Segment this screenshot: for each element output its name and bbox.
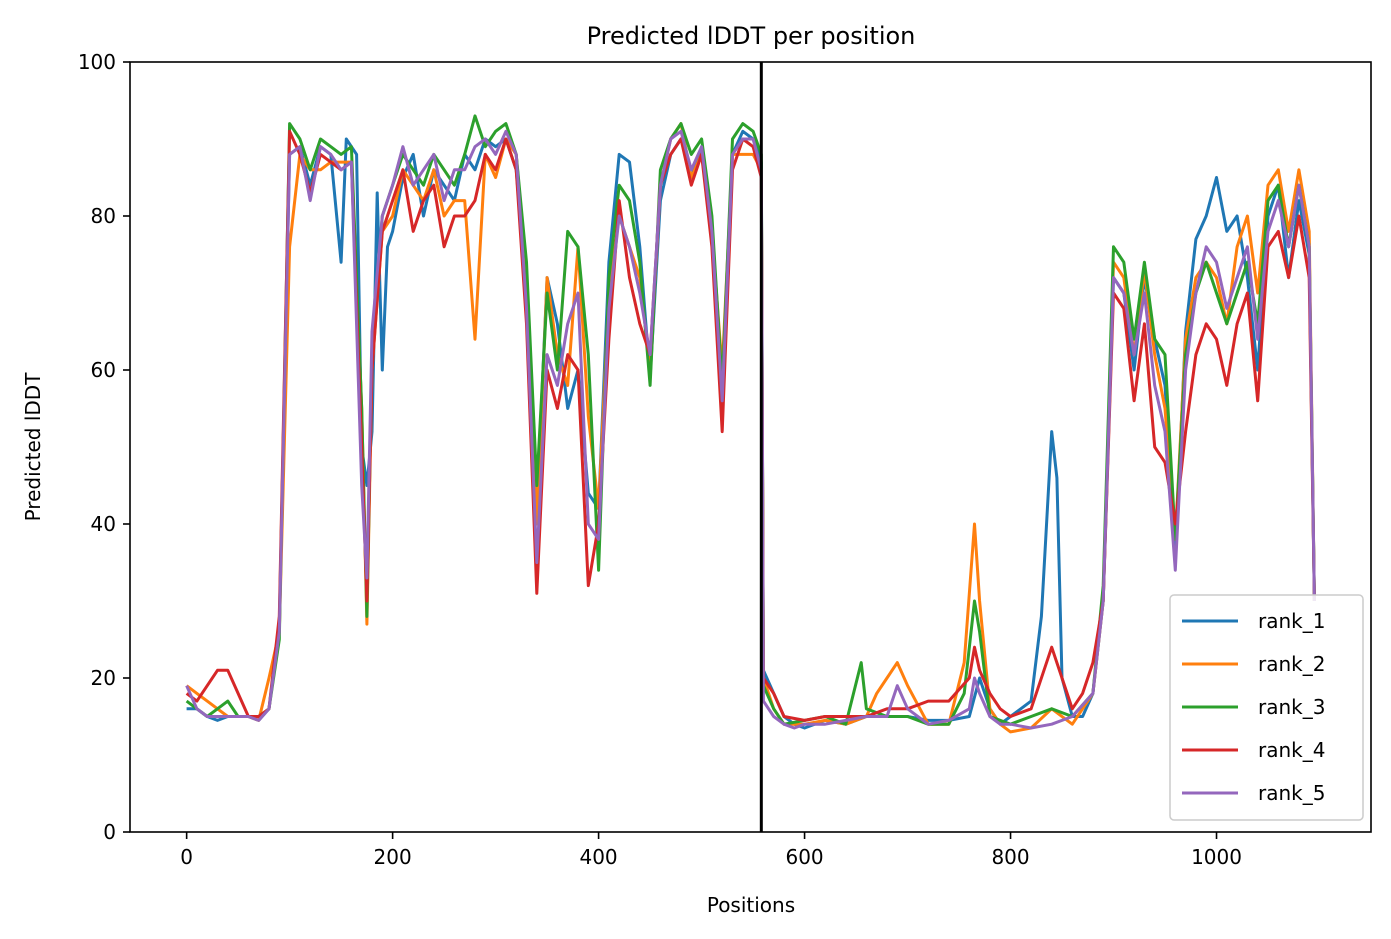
axes-frame — [129, 61, 1372, 833]
y-tick-label: 60 — [91, 358, 116, 382]
y-tick-label: 40 — [91, 512, 116, 536]
legend-label-rank-2: rank_2 — [1258, 652, 1325, 676]
legend-label-rank-3: rank_3 — [1258, 695, 1325, 719]
legend: rank_1 rank_2 rank_3 rank_4 rank_5 — [1169, 594, 1364, 821]
x-tick-label: 600 — [785, 845, 823, 869]
y-tick-label: 100 — [78, 50, 116, 74]
y-axis: 0 20 40 60 80 100 — [78, 50, 130, 844]
x-tick-label: 400 — [579, 845, 617, 869]
legend-label-rank-1: rank_1 — [1258, 609, 1325, 633]
x-tick-label: 800 — [991, 845, 1029, 869]
chart-title: Predicted lDDT per position — [587, 22, 916, 50]
y-tick-label: 80 — [91, 204, 116, 228]
x-axis: 0 200 400 600 800 1000 — [180, 832, 1242, 869]
plot-area — [185, 62, 1316, 832]
legend-label-rank-5: rank_5 — [1258, 781, 1325, 805]
legend-box — [1169, 594, 1364, 821]
x-axis-label: Positions — [707, 893, 795, 917]
x-tick-label: 200 — [374, 845, 412, 869]
x-tick-label: 0 — [180, 845, 193, 869]
legend-label-rank-4: rank_4 — [1258, 738, 1325, 762]
y-axis-label: Predicted lDDT — [21, 372, 45, 522]
y-tick-label: 20 — [91, 666, 116, 690]
y-tick-label: 0 — [103, 820, 116, 844]
x-tick-label: 1000 — [1191, 845, 1242, 869]
series-line-rank-5 — [185, 129, 1316, 730]
